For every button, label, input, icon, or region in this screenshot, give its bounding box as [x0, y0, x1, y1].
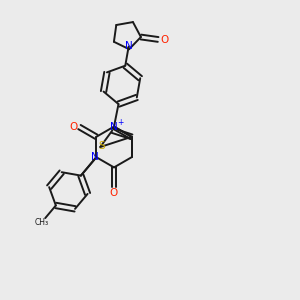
- Text: O: O: [69, 122, 78, 132]
- Text: O: O: [160, 35, 169, 45]
- Text: S: S: [98, 141, 105, 151]
- Text: +: +: [117, 118, 124, 127]
- Text: N: N: [91, 152, 99, 162]
- Text: N: N: [110, 122, 118, 132]
- Text: N: N: [125, 41, 133, 52]
- Text: CH₃: CH₃: [34, 218, 48, 227]
- Text: O: O: [110, 188, 118, 199]
